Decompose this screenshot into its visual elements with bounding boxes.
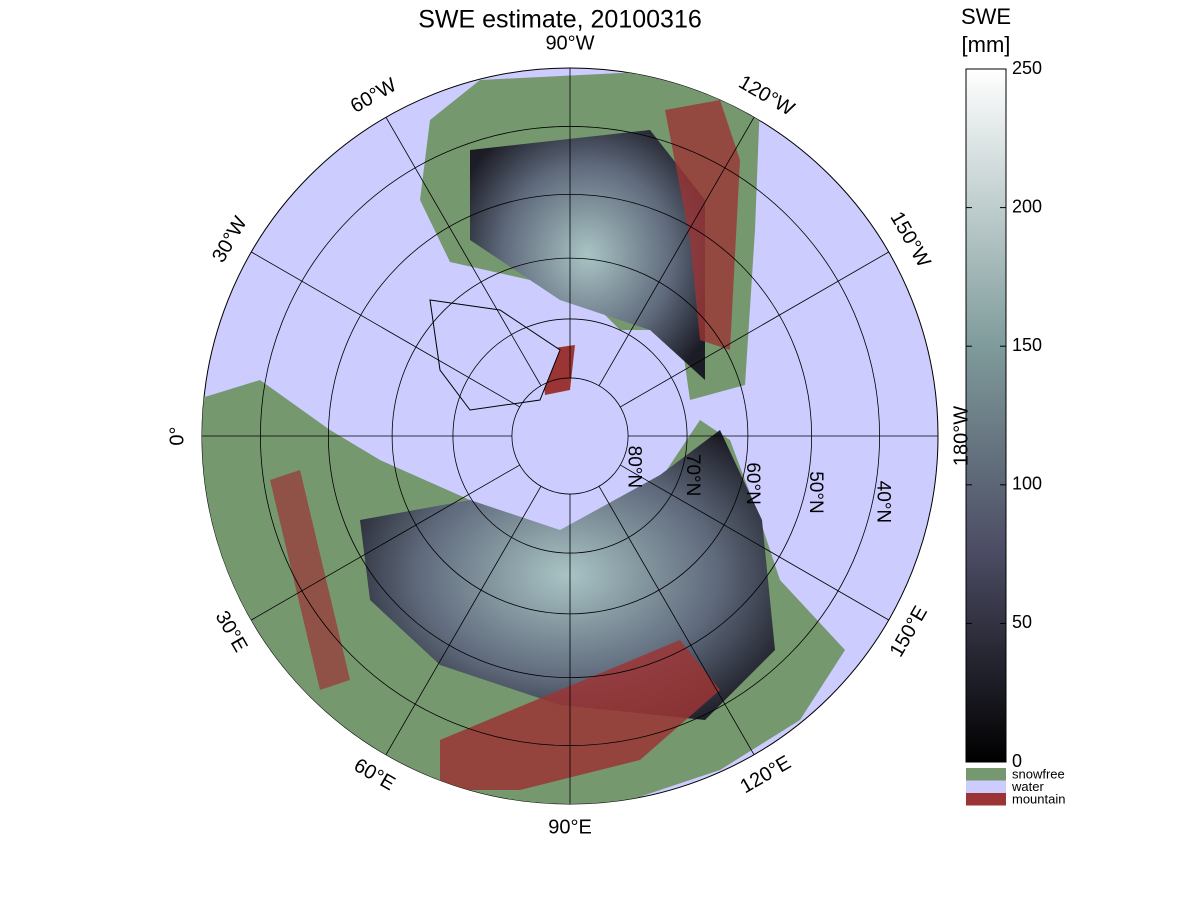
- colorbar-tick-label: 100: [1012, 474, 1042, 494]
- legend-swatch: [966, 780, 1006, 793]
- greenland: [429, 299, 561, 411]
- latitude-label: 70°N: [682, 454, 703, 496]
- parallel: [327, 193, 813, 679]
- longitude-label: 30°E: [211, 607, 252, 656]
- meridian: [620, 251, 889, 408]
- colorbar-tick-label: 150: [1012, 335, 1042, 355]
- legend-label: snowfree: [1012, 766, 1065, 781]
- longitude-label: 90°E: [548, 816, 592, 838]
- longitude-label: 60°W: [347, 74, 401, 118]
- colorbar-tick-label: 0: [1012, 751, 1022, 771]
- colorbar-tick-label: 50: [1012, 612, 1032, 632]
- colorbar-tick-label: 200: [1012, 196, 1042, 216]
- legend-label: water: [1011, 779, 1044, 794]
- mountain-area: [440, 640, 720, 790]
- parallel: [260, 126, 880, 746]
- longitude-label: 0°: [166, 426, 188, 445]
- colorbar-label: SWE: [961, 4, 1011, 29]
- colorbar-label: [mm]: [962, 32, 1011, 57]
- latitude-label: 60°N: [742, 462, 763, 504]
- longitude-label: 90°W: [545, 32, 594, 54]
- north-america-snow: [470, 130, 705, 380]
- longitude-label: 60°E: [350, 754, 399, 795]
- meridian: [598, 117, 755, 386]
- mountain-area: [270, 470, 350, 690]
- meridian: [620, 464, 889, 621]
- latitude-label: 40°N: [872, 481, 893, 523]
- legend-label: mountain: [1012, 791, 1065, 806]
- meridian: [251, 464, 520, 621]
- longitude-label: 30°W: [208, 213, 252, 267]
- parallel: [511, 377, 629, 495]
- legend-swatch: [966, 768, 1006, 781]
- latitude-label: 50°N: [805, 471, 826, 513]
- meridian: [251, 251, 520, 408]
- parallel: [391, 257, 749, 615]
- colorbar-tick-label: 250: [1012, 58, 1042, 78]
- land: [202, 72, 845, 804]
- parallel: [452, 318, 688, 554]
- colorbar: [965, 68, 1007, 763]
- meridian: [598, 486, 755, 755]
- latitude-label: 80°N: [623, 446, 644, 488]
- legend-swatch: [966, 793, 1006, 806]
- longitude-label: 180°W: [950, 406, 972, 466]
- meridian: [385, 117, 542, 386]
- graticule: [202, 68, 938, 804]
- title: SWE estimate, 20100316: [418, 6, 702, 34]
- meridian: [385, 486, 542, 755]
- mountain-area: [665, 100, 740, 350]
